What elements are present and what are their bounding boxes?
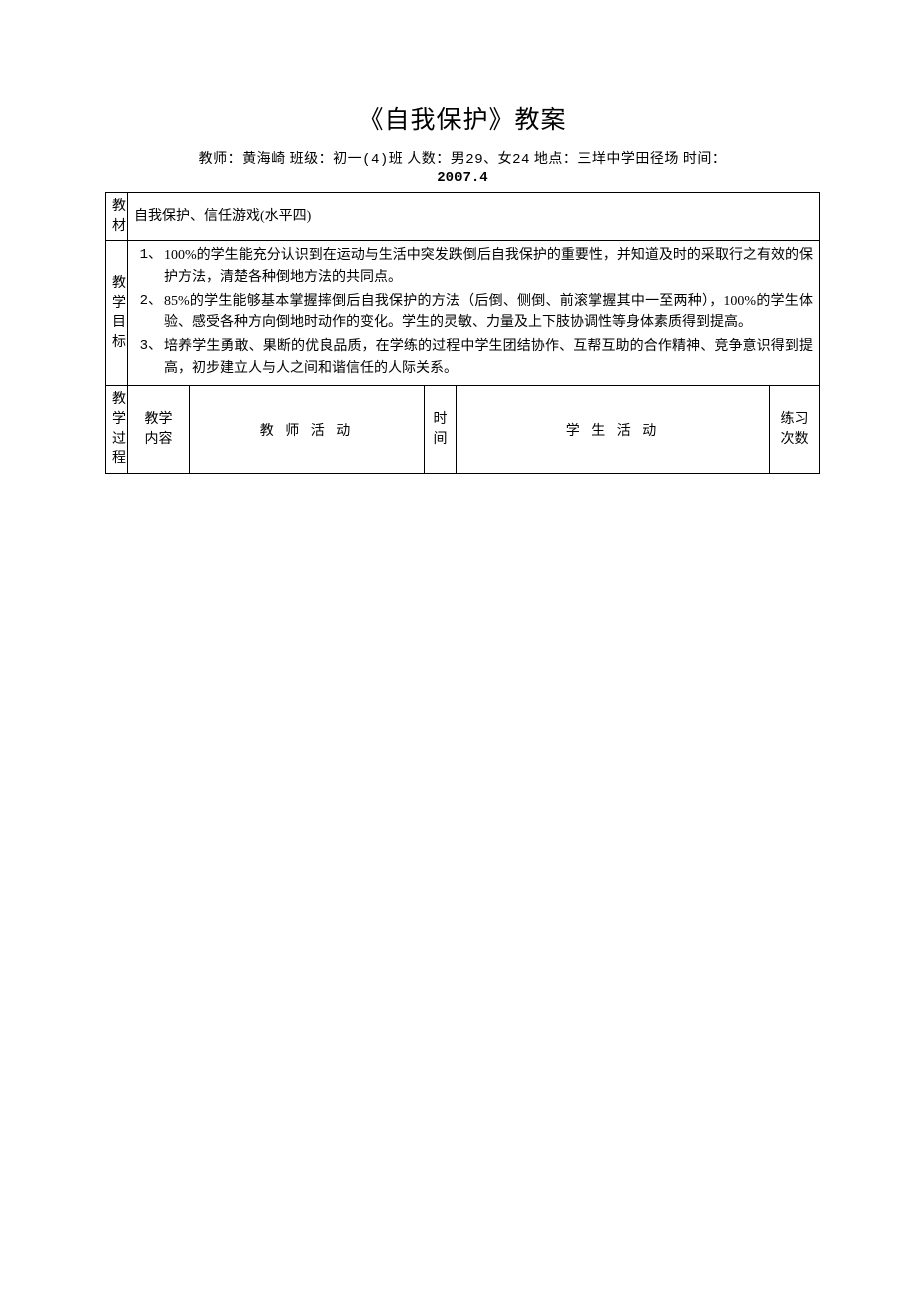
subtitle-male: 29 [465, 152, 483, 168]
page-title: 《自我保护》教案 [105, 100, 820, 136]
hdr-teacher: 教 师 活 动 [190, 386, 425, 473]
subtitle-suffix: 地点：三垟中学田径场 时间： [530, 152, 727, 167]
row-process-header: 教 学 过 程 教学 内容 教 师 活 动 时 间 学 生 活 动 练习 次数 [106, 386, 820, 473]
label-process: 教 学 过 程 [106, 386, 128, 473]
subtitle-mid1: 班 人数：男 [389, 152, 466, 167]
subtitle-prefix: 教师：黄海崎 班级：初一 [199, 152, 363, 167]
goal-text: 100%的学生能充分认识到在运动与生活中突发跌倒后自我保护的重要性，并知道及时的… [164, 245, 813, 288]
lesson-subtitle: 教师：黄海崎 班级：初一(4)班 人数：男29、女24 地点：三垟中学田径场 时… [105, 148, 820, 168]
label-process-2: 学 [112, 410, 121, 430]
label-goal-4: 标 [112, 333, 121, 353]
hdr-count-2: 次数 [776, 430, 813, 450]
label-process-1: 教 [112, 390, 121, 410]
hdr-content-2: 内容 [134, 430, 183, 450]
label-goal-2: 学 [112, 294, 121, 314]
hdr-time: 时 间 [425, 386, 457, 473]
goal-item: 1、 100%的学生能充分认识到在运动与生活中突发跌倒后自我保护的重要性，并知道… [134, 245, 813, 288]
goal-text: 培养学生勇敢、果断的优良品质，在学练的过程中学生团结协作、互帮互助的合作精神、竞… [164, 336, 813, 379]
label-goals: 教 学 目 标 [106, 241, 128, 386]
goals-content: 1、 100%的学生能充分认识到在运动与生活中突发跌倒后自我保护的重要性，并知道… [128, 241, 820, 386]
label-process-3: 过 [112, 430, 121, 450]
goal-num: 3、 [134, 336, 164, 379]
hdr-student: 学 生 活 动 [457, 386, 770, 473]
goal-item: 3、 培养学生勇敢、果断的优良品质，在学练的过程中学生团结协作、互帮互助的合作精… [134, 336, 813, 379]
label-material: 教 材 [106, 193, 128, 241]
goal-num: 1、 [134, 245, 164, 288]
row-goals: 教 学 目 标 1、 100%的学生能充分认识到在运动与生活中突发跌倒后自我保护… [106, 241, 820, 386]
label-material-2: 材 [112, 217, 121, 237]
row-material: 教 材 自我保护、信任游戏(水平四) [106, 193, 820, 241]
label-goal-3: 目 [112, 313, 121, 333]
subtitle-female: 24 [512, 152, 530, 168]
hdr-count-1: 练习 [776, 410, 813, 430]
hdr-content: 教学 内容 [128, 386, 190, 473]
label-goal-1: 教 [112, 274, 121, 294]
hdr-time-1: 时 [431, 410, 450, 430]
lesson-date: 2007.4 [105, 170, 820, 186]
subtitle-class-no: (4) [362, 152, 389, 168]
hdr-time-2: 间 [431, 430, 450, 450]
label-material-1: 教 [112, 197, 121, 217]
goal-num: 2、 [134, 291, 164, 334]
material-content: 自我保护、信任游戏(水平四) [128, 193, 820, 241]
goal-text: 85%的学生能够基本掌握摔倒后自我保护的方法（后倒、侧倒、前滚掌握其中一至两种）… [164, 291, 813, 334]
subtitle-sep: 、女 [483, 152, 512, 167]
hdr-count: 练习 次数 [769, 386, 819, 473]
hdr-content-1: 教学 [134, 410, 183, 430]
label-process-4: 程 [112, 449, 121, 469]
lesson-table: 教 材 自我保护、信任游戏(水平四) 教 学 目 标 1、 100%的学生能充分… [105, 192, 820, 474]
goal-item: 2、 85%的学生能够基本掌握摔倒后自我保护的方法（后倒、侧倒、前滚掌握其中一至… [134, 291, 813, 334]
